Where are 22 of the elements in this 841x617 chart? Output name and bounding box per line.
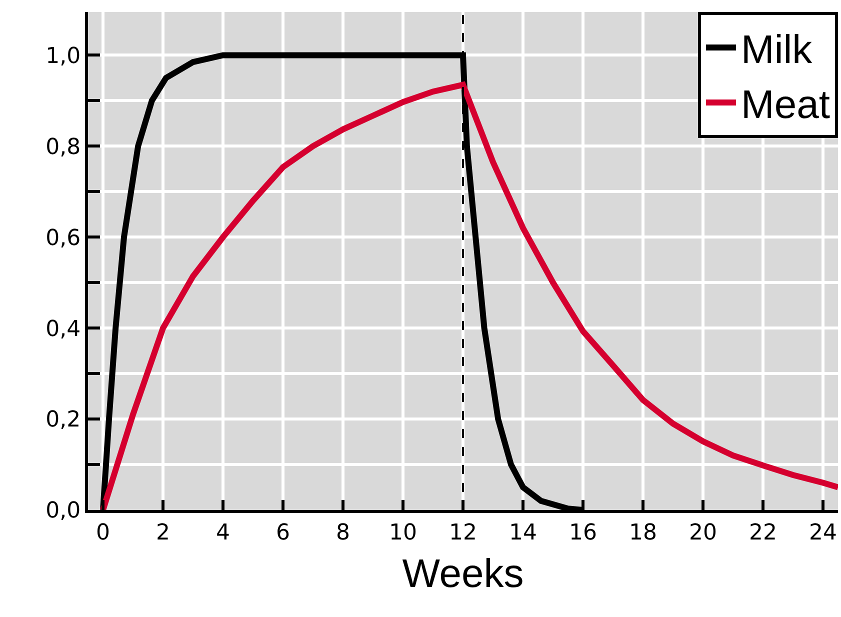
x-tick-label: 10 [389, 520, 417, 546]
x-tick-label: 0 [96, 520, 110, 546]
x-tick-label: 6 [276, 520, 290, 546]
x-tick-label: 24 [809, 520, 837, 546]
x-tick-label: 16 [569, 520, 597, 546]
x-tick-label: 20 [689, 520, 717, 546]
x-tick-label: 8 [336, 520, 350, 546]
x-tick-label: 12 [449, 520, 477, 546]
legend-label: Milk [741, 28, 814, 72]
y-tick-label: 0,8 [46, 134, 81, 160]
x-axis-title: Weeks [402, 552, 524, 596]
x-tick-label: 22 [749, 520, 777, 546]
x-tick-label: 2 [156, 520, 170, 546]
y-tick-label: 0,2 [46, 408, 81, 433]
y-tick-label: 0,0 [46, 498, 81, 524]
y-tick-label: 0,6 [46, 226, 81, 251]
legend-label: Meat [741, 83, 830, 128]
x-tick-label: 14 [509, 520, 537, 546]
y-tick-label: 1,0 [46, 44, 81, 69]
x-tick-label: 4 [216, 520, 230, 546]
y-tick-label: 0,4 [46, 316, 81, 342]
x-tick-label: 18 [629, 520, 657, 546]
